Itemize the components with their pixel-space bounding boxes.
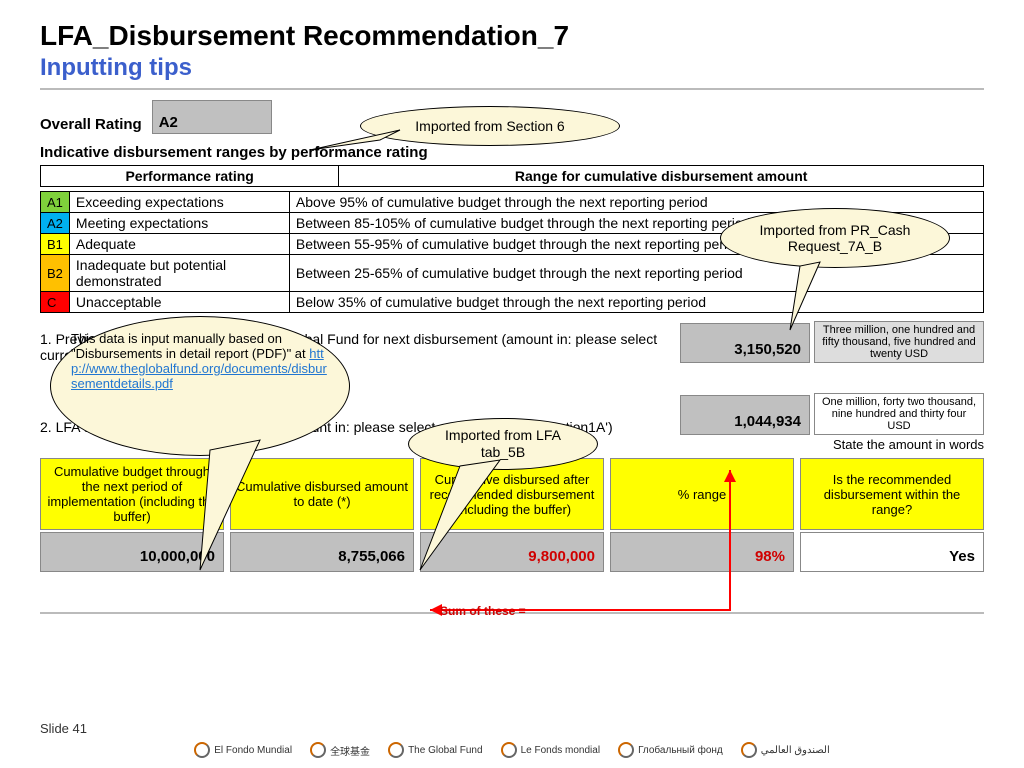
perf-label: Unacceptable <box>69 292 289 313</box>
callout-section6: Imported from Section 6 <box>360 106 620 146</box>
perf-label: Inadequate but potential demonstrated <box>69 255 289 292</box>
swirl-icon <box>388 742 404 758</box>
callout-manual-input: This data is input manually based on "Di… <box>50 316 350 456</box>
logo-item: 全球基金 <box>310 742 370 758</box>
logo-text: الصندوق العالمي <box>761 745 830 756</box>
ytable-header: Is the recommended disbursement within t… <box>800 458 984 530</box>
swirl-icon <box>618 742 634 758</box>
perf-col2: Range for cumulative disbursement amount <box>339 166 984 187</box>
logo-text: El Fondo Mundial <box>214 745 292 756</box>
perf-code: B1 <box>41 234 70 255</box>
perf-label: Exceeding expectations <box>69 192 289 213</box>
perf-code: B2 <box>41 255 70 292</box>
logo-text: 全球基金 <box>330 743 370 758</box>
overall-rating-value: A2 <box>152 100 272 134</box>
logo-text: Le Fonds mondial <box>521 745 601 756</box>
footer: Slide 41 El Fondo Mundial 全球基金 The Global … <box>0 721 1024 758</box>
ytable-header: Cumulative disbursed amount to date (*) <box>230 458 414 530</box>
callout-lfa-5b: Imported from LFA tab_5B <box>408 418 598 470</box>
logo-item: Глобальный фонд <box>618 742 723 758</box>
slide-number: Slide 41 <box>40 721 984 736</box>
logo-item: الصندوق العالمي <box>741 742 830 758</box>
perf-range: Below 35% of cumulative budget through t… <box>289 292 983 313</box>
logo-text: The Global Fund <box>408 745 483 756</box>
logo-item: El Fondo Mundial <box>194 742 292 758</box>
perf-label: Meeting expectations <box>69 213 289 234</box>
ytable-cell: 9,800,000 <box>420 532 604 572</box>
footer-logos: El Fondo Mundial 全球基金 The Global Fund Le Fo… <box>40 742 984 758</box>
sum-label: Sum of these = <box>440 604 532 618</box>
ytable-header: % range <box>610 458 794 530</box>
yellow-table: Cumulative budget through the next perio… <box>40 458 984 572</box>
callout-manual-text: This data is input manually based on "Di… <box>71 331 309 361</box>
row1-value: 3,150,520 <box>680 323 810 363</box>
perf-col1: Performance rating <box>41 166 339 187</box>
perf-code: A1 <box>41 192 70 213</box>
page-subtitle: Inputting tips <box>40 54 984 82</box>
row2-value: 1,044,934 <box>680 395 810 435</box>
perf-label: Adequate <box>69 234 289 255</box>
row2-words: One million, forty two thousand, nine hu… <box>814 393 984 435</box>
swirl-icon <box>310 742 326 758</box>
section-heading: Indicative disbursement ranges by perfor… <box>40 144 984 161</box>
ytable-cell: 98% <box>610 532 794 572</box>
perf-code: A2 <box>41 213 70 234</box>
logo-item: The Global Fund <box>388 742 483 758</box>
swirl-icon <box>741 742 757 758</box>
page-title: LFA_Disbursement Recommendation_7 <box>40 20 984 52</box>
swirl-icon <box>194 742 210 758</box>
divider <box>40 88 984 90</box>
callout-pr-cash: Imported from PR_Cash Request_7A_B <box>720 208 950 268</box>
ytable-cell: Yes <box>800 532 984 572</box>
ytable-cell: 8,755,066 <box>230 532 414 572</box>
perf-code: C <box>41 292 70 313</box>
swirl-icon <box>501 742 517 758</box>
ytable-header: Cumulative budget through the next perio… <box>40 458 224 530</box>
logo-text: Глобальный фонд <box>638 745 723 756</box>
performance-table: Performance rating Range for cumulative … <box>40 165 984 187</box>
overall-rating-label: Overall Rating <box>40 116 142 134</box>
ytable-cell: 10,000,000 <box>40 532 224 572</box>
row1-words: Three million, one hundred and fifty tho… <box>814 321 984 363</box>
logo-item: Le Fonds mondial <box>501 742 601 758</box>
